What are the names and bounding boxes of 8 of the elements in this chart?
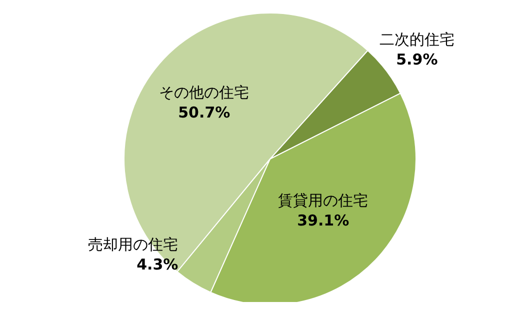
data-label: 39.1% — [297, 211, 350, 230]
data-label: 50.7% — [178, 104, 230, 122]
slice-label: その他の住宅 — [159, 84, 250, 102]
data-label: 5.9% — [396, 50, 438, 69]
slice-label: 二次的住宅 — [379, 30, 454, 49]
slice-label: 賃貸用の住宅 — [278, 191, 368, 210]
slice-label: 売却用の住宅 — [88, 235, 178, 254]
data-label: 4.3% — [136, 255, 178, 274]
